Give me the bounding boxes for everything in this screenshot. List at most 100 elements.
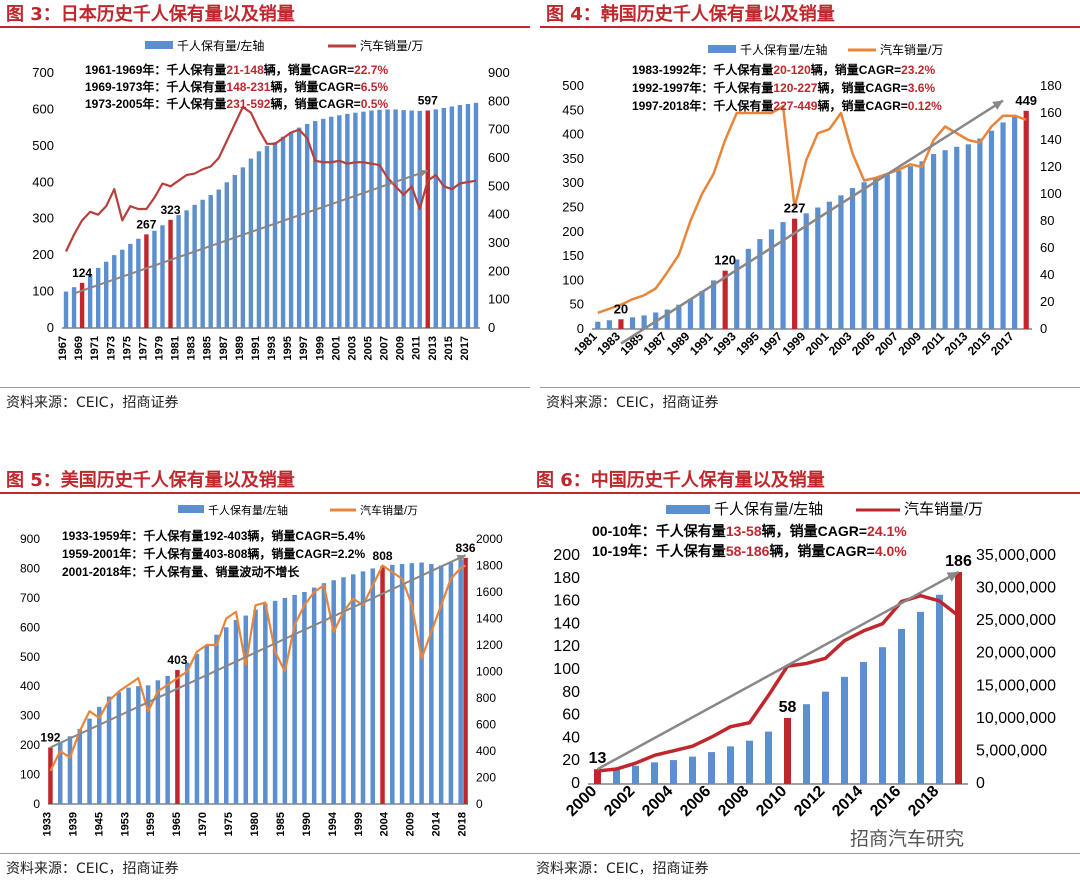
y2-tick-label: 0 <box>476 797 483 811</box>
bar <box>465 103 471 328</box>
y2-tick-label: 80 <box>1040 213 1054 228</box>
x-tick-label: 2012 <box>791 783 828 820</box>
y2-tick-label: 60 <box>1040 240 1054 255</box>
bar <box>106 696 112 804</box>
x-tick-label: 1993 <box>266 336 278 360</box>
data-label: 58 <box>779 699 797 716</box>
y2-tick-label: 1400 <box>476 612 503 626</box>
data-label: 597 <box>418 94 438 108</box>
x-tick-label: 1993 <box>710 329 739 358</box>
bar <box>826 201 832 329</box>
bar <box>838 195 844 329</box>
x-tick-label: 1991 <box>250 336 262 360</box>
legend-label-bar: 千人保有量/左轴 <box>740 42 827 57</box>
bar <box>87 274 93 328</box>
annotation-text: 1969-1973年：千人保有量148-231辆，销量CAGR=6.5% <box>85 79 388 94</box>
y-tick-label: 450 <box>562 102 584 117</box>
x-tick-label: 2004 <box>379 811 391 836</box>
bar <box>448 562 454 804</box>
sales-line <box>65 105 477 252</box>
bar <box>613 768 620 784</box>
bar <box>632 765 639 784</box>
source-note-fig5: 资料来源：CEIC，招商证券 <box>6 861 179 877</box>
x-tick-label: 1979 <box>153 336 165 360</box>
watermark-text: 招商汽车研究 <box>850 828 965 850</box>
bar <box>1000 122 1006 329</box>
bar <box>594 769 601 784</box>
bar <box>288 132 294 328</box>
legend-label-line: 汽车销量/万 <box>904 501 983 518</box>
annotation-text: 1959-2001年：千人保有量403-808辆，销量CAGR=2.2% <box>62 546 365 561</box>
bar <box>670 760 677 784</box>
x-tick-label: 2017 <box>988 329 1017 358</box>
y-tick-label: 100 <box>553 661 580 678</box>
bar <box>429 564 434 804</box>
x-tick-label: 1980 <box>249 812 261 836</box>
y-tick-label: 500 <box>20 650 40 664</box>
x-tick-label: 1981 <box>571 329 600 358</box>
bar <box>233 619 239 804</box>
y2-tick-label: 100 <box>488 292 510 307</box>
annotation-text: 1983-1992年：千人保有量20-120辆，销量CAGR=23.2% <box>632 62 935 77</box>
data-label: 192 <box>40 730 60 744</box>
bar <box>708 752 715 784</box>
legend-swatch-bar <box>178 505 204 513</box>
bar <box>873 178 879 329</box>
bar <box>977 138 983 329</box>
bar <box>353 112 358 328</box>
x-tick-label: 2001 <box>803 329 832 358</box>
x-tick-label: 1981 <box>170 336 182 360</box>
bar <box>63 291 69 328</box>
trend-arrow <box>620 99 1004 345</box>
bar <box>145 685 151 804</box>
y2-tick-label: 500 <box>488 178 510 193</box>
bar <box>699 291 705 329</box>
bar <box>248 158 254 328</box>
y2-tick-label: 900 <box>488 65 510 80</box>
x-tick-label: 1985 <box>202 336 214 360</box>
bar <box>954 146 960 329</box>
x-tick-label: 2009 <box>895 329 924 358</box>
bar <box>884 174 890 329</box>
y2-tick-label: 1200 <box>476 638 503 652</box>
y2-tick-label: 35,000,000 <box>976 547 1056 564</box>
x-tick-label: 2003 <box>346 336 358 360</box>
bar <box>264 145 270 328</box>
panel-fig5: 图 5：美国历史千人保有量以及销量 0 100 200 300 400 500 600 700… <box>0 466 530 885</box>
y-tick-label: 200 <box>553 547 580 564</box>
x-tick-label: 1971 <box>89 336 101 360</box>
x-tick-label: 1995 <box>282 336 294 360</box>
panel-fig6: 图 6：中国历史千人保有量以及销量 0 20 40 60 80 100 120 140 160 1… <box>530 466 1080 885</box>
sales-line <box>49 564 467 772</box>
bar <box>95 267 101 328</box>
bar <box>165 675 170 804</box>
legend-label-line: 汽车销量/万 <box>360 38 423 53</box>
x-tick-label: 2017 <box>459 336 471 360</box>
bar <box>192 204 197 328</box>
data-label: 186 <box>945 553 972 570</box>
trend-arrow <box>596 570 960 771</box>
x-tick-label: 1995 <box>733 329 762 358</box>
bar <box>425 110 430 329</box>
bar <box>841 676 848 784</box>
y-tick-label: 100 <box>20 768 40 782</box>
data-label: 13 <box>589 750 607 767</box>
x-tick-label: 1989 <box>664 329 693 358</box>
x-tick-label: 2009 <box>395 336 407 360</box>
bar <box>216 189 221 328</box>
y2-tick-label: 1800 <box>476 559 503 573</box>
y2-tick-label: 40 <box>1040 267 1054 282</box>
bar <box>433 109 438 328</box>
bar <box>243 615 249 804</box>
x-tick-label: 2016 <box>867 783 904 820</box>
bar <box>784 717 791 784</box>
bar <box>292 594 297 804</box>
bar <box>942 150 948 329</box>
bar <box>313 121 318 328</box>
x-tick-label: 1997 <box>298 336 310 360</box>
bar <box>409 563 415 804</box>
y2-tick-label: 2000 <box>476 532 503 546</box>
x-tick-label: 1977 <box>137 336 149 360</box>
x-tick-label: 2006 <box>677 783 714 820</box>
data-label: 20 <box>614 301 628 316</box>
